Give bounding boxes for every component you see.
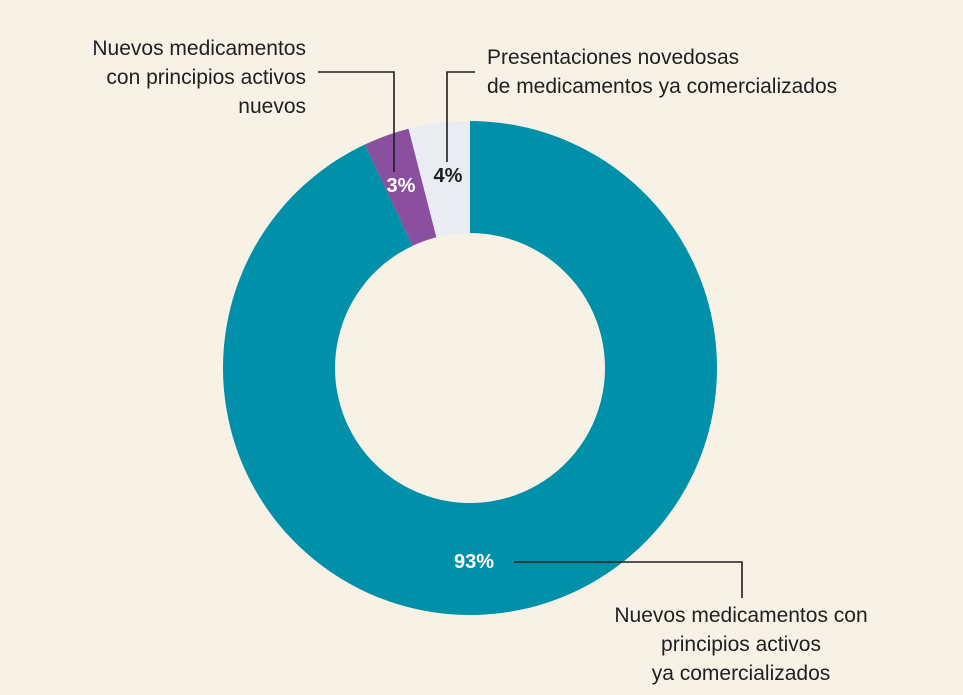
category-label-1: Nuevos medicamentos con principios activo… xyxy=(92,37,306,118)
category-label-0-line-0: Nuevos medicamentos con xyxy=(614,604,867,627)
donut-slice-2 xyxy=(408,121,470,238)
category-label-2-line-1: de medicamentos ya comercializados xyxy=(487,75,837,98)
donut-slice-0 xyxy=(223,121,718,616)
category-label-0-line-1: principios activos xyxy=(661,633,821,656)
donut-slice-1 xyxy=(364,128,437,246)
value-label-2: 4% xyxy=(434,165,463,187)
category-label-1-line-2: nuevos xyxy=(238,95,306,118)
category-label-2: Presentaciones novedosas de medicamentos … xyxy=(487,46,837,98)
leader-line-1 xyxy=(318,71,395,172)
value-label-0: 93% xyxy=(454,551,494,573)
category-label-1-line-0: Nuevos medicamentos xyxy=(92,37,306,60)
value-label-1: 3% xyxy=(387,175,416,197)
leader-line-2 xyxy=(446,71,475,162)
category-label-1-line-1: con principios activos xyxy=(106,66,306,89)
category-label-0: Nuevos medicamentos con principios activo… xyxy=(614,604,867,685)
category-label-0-line-2: ya comercializados xyxy=(652,662,831,685)
leader-line-0 xyxy=(514,561,743,598)
category-label-2-line-0: Presentaciones novedosas xyxy=(487,46,739,69)
